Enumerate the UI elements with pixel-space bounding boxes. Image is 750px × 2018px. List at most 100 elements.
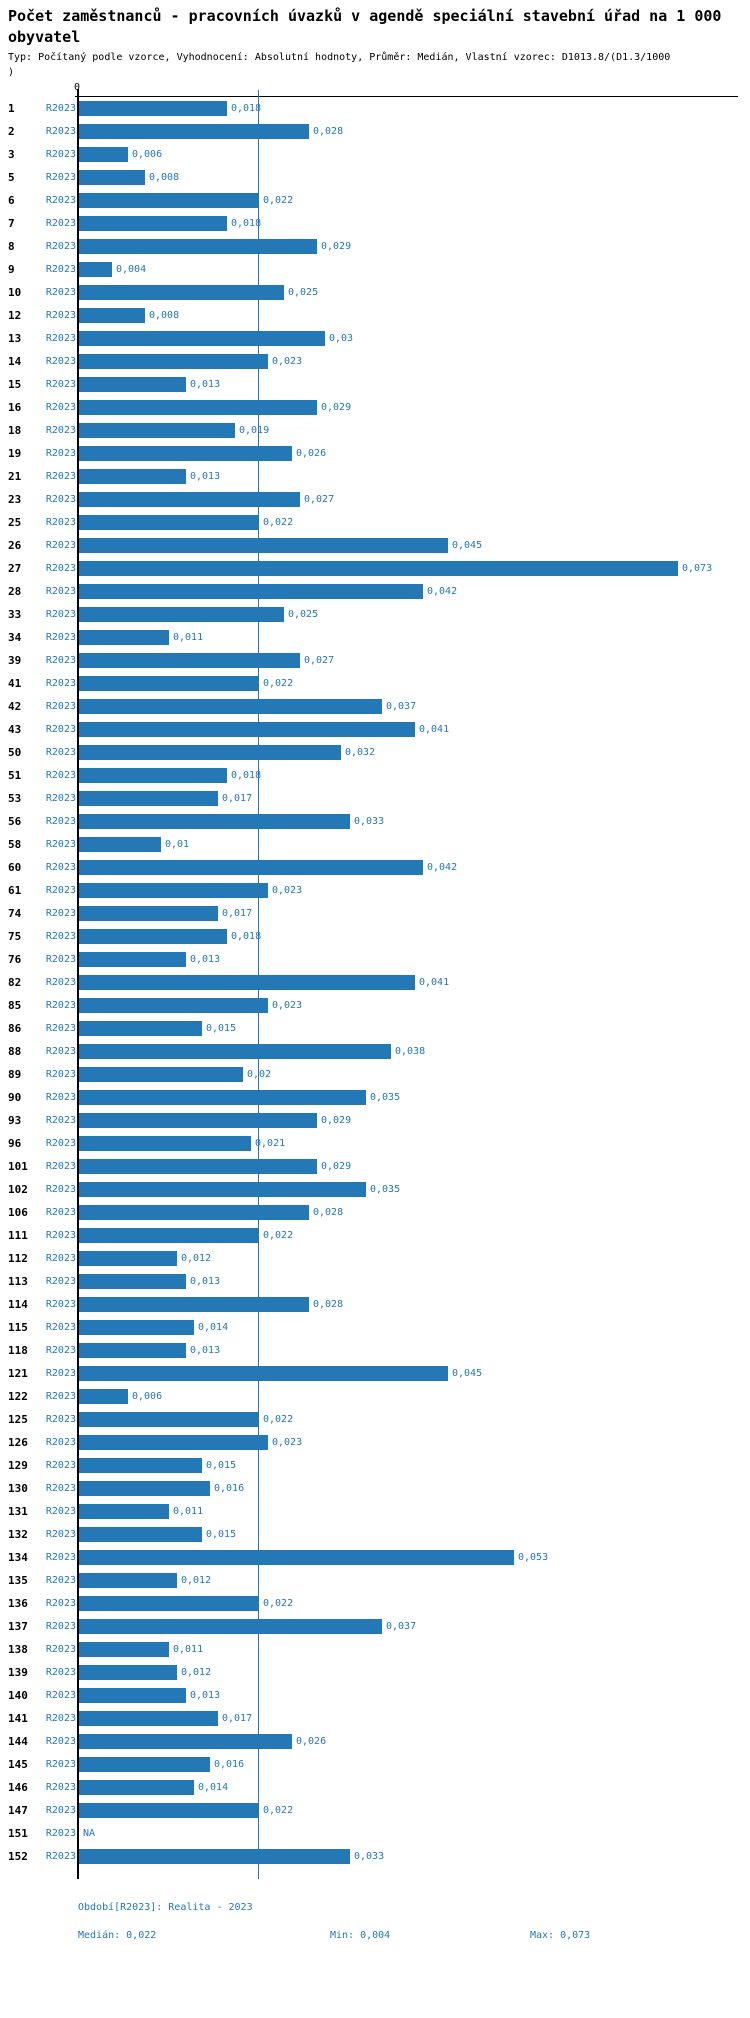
- chart-row: 28 R2023 0,042: [0, 580, 750, 603]
- bar-track: 0,012: [79, 1573, 750, 1588]
- chart-row: 90 R2023 0,035: [0, 1086, 750, 1109]
- row-number-label: 43: [8, 723, 22, 736]
- bar-track: 0,017: [79, 791, 750, 806]
- bar: [79, 515, 259, 530]
- series-label: R2023: [45, 908, 76, 919]
- bar-track: 0,011: [79, 1504, 750, 1519]
- series-label: R2023: [45, 402, 76, 413]
- bar-track: 0,042: [79, 584, 750, 599]
- chart-row: 141 R2023 0,017: [0, 1707, 750, 1730]
- chart-row: 26 R2023 0,045: [0, 534, 750, 557]
- bar-track: 0,018: [79, 768, 750, 783]
- row-number-label: 10: [8, 286, 22, 299]
- bar: [79, 170, 145, 185]
- bar: [79, 883, 268, 898]
- bar-track: 0,016: [79, 1757, 750, 1772]
- bar: [79, 1435, 268, 1450]
- chart-subtitle: Typ: Počítaný podle vzorce, Vyhodnocení:…: [8, 50, 742, 80]
- series-label: R2023: [45, 149, 76, 160]
- chart-row: 3 R2023 0,006: [0, 143, 750, 166]
- value-label: 0,012: [181, 1667, 212, 1678]
- series-label: R2023: [45, 954, 76, 965]
- value-label: 0,004: [116, 264, 147, 275]
- series-label: R2023: [45, 770, 76, 781]
- bar: [79, 1642, 169, 1657]
- bar: [79, 653, 300, 668]
- bar-track: 0,018: [79, 216, 750, 231]
- chart-row: 126 R2023 0,023: [0, 1431, 750, 1454]
- series-label: R2023: [45, 747, 76, 758]
- chart-row: 7 R2023 0,018: [0, 212, 750, 235]
- series-label: R2023: [45, 1690, 76, 1701]
- series-label: R2023: [45, 793, 76, 804]
- series-label: R2023: [45, 1782, 76, 1793]
- series-label: R2023: [45, 287, 76, 298]
- bar: [79, 308, 145, 323]
- row-number-label: 25: [8, 516, 22, 529]
- bar: [79, 1113, 317, 1128]
- bar: [79, 469, 186, 484]
- chart-row: 23 R2023 0,027: [0, 488, 750, 511]
- bar-track: 0,053: [79, 1550, 750, 1565]
- bar-track: 0,013: [79, 1688, 750, 1703]
- bar-track: 0,013: [79, 1343, 750, 1358]
- series-label: R2023: [45, 1736, 76, 1747]
- row-number-label: 85: [8, 999, 22, 1012]
- bar-track: 0,029: [79, 1113, 750, 1128]
- bar: [79, 1182, 366, 1197]
- bar-track: NA: [79, 1826, 750, 1841]
- value-label: 0,018: [231, 770, 262, 781]
- chart-footer: Období[R2023]: Realita - 2023 Medián: 0,…: [0, 1902, 750, 1962]
- bar-track: 0,023: [79, 883, 750, 898]
- row-number-label: 39: [8, 654, 22, 667]
- chart-row: 6 R2023 0,022: [0, 189, 750, 212]
- row-number-label: 53: [8, 792, 22, 805]
- chart-row: 118 R2023 0,013: [0, 1339, 750, 1362]
- value-label: 0,037: [386, 701, 417, 712]
- chart-row: 13 R2023 0,03: [0, 327, 750, 350]
- row-number-label: 102: [8, 1183, 28, 1196]
- bar-track: 0,022: [79, 1803, 750, 1818]
- series-label: R2023: [45, 1230, 76, 1241]
- series-label: R2023: [45, 1506, 76, 1517]
- value-label: 0,008: [149, 310, 180, 321]
- bar-track: 0,017: [79, 1711, 750, 1726]
- chart-row: 88 R2023 0,038: [0, 1040, 750, 1063]
- value-label: 0,013: [190, 954, 221, 965]
- series-label: R2023: [45, 1644, 76, 1655]
- chart-row: 113 R2023 0,013: [0, 1270, 750, 1293]
- chart-row: 25 R2023 0,022: [0, 511, 750, 534]
- bar-track: 0,013: [79, 1274, 750, 1289]
- bar: [79, 124, 309, 139]
- row-number-label: 122: [8, 1390, 28, 1403]
- bar: [79, 1274, 186, 1289]
- bar: [79, 1389, 128, 1404]
- row-number-label: 74: [8, 907, 22, 920]
- value-label: 0,022: [263, 1414, 294, 1425]
- row-number-label: 141: [8, 1712, 28, 1725]
- row-number-label: 3: [8, 148, 15, 161]
- chart-row: 125 R2023 0,022: [0, 1408, 750, 1431]
- chart-row: 56 R2023 0,033: [0, 810, 750, 833]
- value-label: 0,028: [313, 126, 344, 137]
- bar: [79, 1297, 309, 1312]
- series-label: R2023: [45, 1368, 76, 1379]
- row-number-label: 139: [8, 1666, 28, 1679]
- median-stat-label: Medián: 0,022: [78, 1930, 157, 1941]
- row-number-label: 129: [8, 1459, 28, 1472]
- chart-row: 16 R2023 0,029: [0, 396, 750, 419]
- row-number-label: 34: [8, 631, 22, 644]
- value-label: 0,022: [263, 1230, 294, 1241]
- value-label: 0,017: [222, 793, 253, 804]
- bar-track: 0,02: [79, 1067, 750, 1082]
- bar-track: 0,016: [79, 1481, 750, 1496]
- value-label: 0,008: [149, 172, 180, 183]
- series-label: R2023: [45, 471, 76, 482]
- series-label: R2023: [45, 448, 76, 459]
- series-label: R2023: [45, 172, 76, 183]
- chart-row: 134 R2023 0,053: [0, 1546, 750, 1569]
- bar-track: 0,028: [79, 124, 750, 139]
- bar-track: 0,014: [79, 1780, 750, 1795]
- row-number-label: 151: [8, 1827, 28, 1840]
- row-number-label: 33: [8, 608, 22, 621]
